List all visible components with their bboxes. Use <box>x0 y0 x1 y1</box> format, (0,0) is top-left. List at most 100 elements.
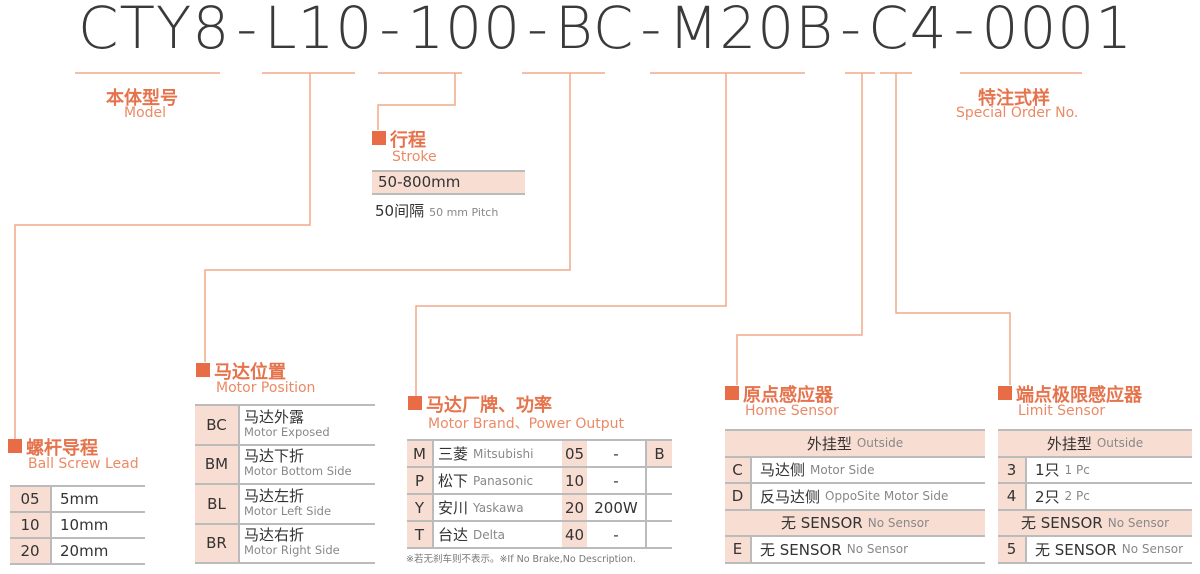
special-subtitle: Special Order No. <box>956 105 1079 121</box>
home-option: 无 SENSOR No Sensor <box>750 537 908 562</box>
special-title: 特注式样 <box>978 88 1050 109</box>
brand-square-icon <box>408 396 422 410</box>
home-code: D <box>725 484 750 509</box>
home-code: E <box>725 537 750 562</box>
position-subtitle: Motor Position <box>216 380 316 396</box>
code-separator: - <box>640 0 663 62</box>
limit-code: 3 <box>998 457 1025 482</box>
lead-subtitle: Ball Screw Lead <box>28 456 139 472</box>
model-code: CTY8- L10-100- BC - M20B - C4-0001 <box>78 0 1133 62</box>
brand-en: Delta <box>473 527 506 542</box>
stroke-square-icon <box>372 131 386 145</box>
power-code: 20 <box>562 495 587 520</box>
stroke-subtitle: Stroke <box>392 149 437 165</box>
brand-en: Yaskawa <box>473 500 524 515</box>
home-cn: 马达侧 <box>760 461 806 480</box>
home-cn: 无 SENSOR <box>760 540 842 559</box>
code-part: CTY8 <box>78 0 231 62</box>
brand-title: 马达厂牌、功率 <box>426 395 552 416</box>
table-row: M 三菱 Mitsubishi 05 - B <box>407 441 672 468</box>
code-part: 0001 <box>981 0 1134 62</box>
table-row: BC 马达外露 Motor Exposed <box>195 406 375 446</box>
position-en: Motor Bottom Side <box>244 464 352 479</box>
limit-cn: 无 SENSOR <box>1035 540 1117 559</box>
limit-group: 外挂型 Outside <box>998 431 1192 456</box>
power-value: - <box>613 525 619 544</box>
position-en: Motor Left Side <box>244 503 332 518</box>
position-code: BM <box>195 445 238 483</box>
position-cn: 马达右折 <box>244 526 305 545</box>
code-separator: - <box>840 0 863 62</box>
home-cn: 反马达侧 <box>760 487 821 506</box>
brand-cn: 松下 <box>438 472 469 490</box>
table-row: 4 2只 2 Pc <box>998 484 1192 511</box>
home-option: 反马达侧 OppoSite Motor Side <box>750 484 948 509</box>
brand-name: 松下 Panasonic <box>432 468 562 493</box>
position-cn: 马达左折 <box>244 486 305 505</box>
home-code: C <box>725 457 750 482</box>
stroke-range: 50-800mm <box>372 170 525 195</box>
limit-en: 2 Pc <box>1064 489 1090 504</box>
power-value: 200W <box>594 498 638 517</box>
position-cn: 马达下折 <box>244 447 305 466</box>
home-group: 外挂型 Outside <box>725 431 985 456</box>
code-part: L10 <box>264 0 374 62</box>
home-en: No Sensor <box>846 542 909 557</box>
table-row: 5 无 SENSOR No Sensor <box>998 537 1192 564</box>
lead-value: 5mm <box>50 487 99 511</box>
table-row: T 台达 Delta 40 - <box>407 522 672 549</box>
limit-title: 端点极限感应器 <box>1016 385 1142 406</box>
limit-square-icon <box>998 386 1012 400</box>
code-part: 100 <box>407 0 521 62</box>
table-row: 20 20mm <box>10 539 145 565</box>
home-en: No Sensor <box>867 515 929 530</box>
position-desc: 马达外露 Motor Exposed <box>238 406 330 444</box>
connector-lead <box>14 73 311 440</box>
code-separator: - <box>953 0 976 62</box>
brake-code <box>645 522 672 547</box>
brand-name: 台达 Delta <box>432 522 562 547</box>
home-cn: 无 SENSOR <box>780 514 863 533</box>
lead-value: 20mm <box>50 539 108 563</box>
home-en: Outside <box>856 436 904 451</box>
limit-en: 1 Pc <box>1064 462 1090 477</box>
limit-table: 外挂型 Outside 3 1只 1 Pc 4 2只 2 Pc 无 SENSOR No Senso… <box>998 429 1192 564</box>
position-desc: 马达右折 Motor Right Side <box>238 524 340 562</box>
power-value: - <box>613 471 619 490</box>
connector-brand <box>415 73 727 397</box>
table-row: E 无 SENSOR No Sensor <box>725 537 985 564</box>
table-row: 外挂型 Outside <box>725 431 985 458</box>
brand-subtitle: Motor Brand、Power Output <box>428 416 625 432</box>
home-square-icon <box>725 386 739 400</box>
brand-cn: 台达 <box>438 526 469 544</box>
lead-table: 05 5mm 10 10mm 20 20mm <box>10 485 145 565</box>
brand-en: Mitsubishi <box>473 446 534 461</box>
table-row: C 马达侧 Motor Side <box>725 457 985 484</box>
brand-cn: 三菱 <box>438 445 469 463</box>
limit-cn: 无 SENSOR <box>1020 514 1103 533</box>
limit-cn: 1只 <box>1035 461 1060 480</box>
position-code: BL <box>195 485 238 523</box>
lead-code: 10 <box>10 513 50 537</box>
power-value: - <box>613 444 619 463</box>
position-desc: 马达下折 Motor Bottom Side <box>238 445 352 483</box>
brand-name: 三菱 Mitsubishi <box>432 441 562 466</box>
table-row: BR 马达右折 Motor Right Side <box>195 524 375 564</box>
brake-note: ※若无刹车则不表示。※If No Brake,No Description. <box>406 554 636 565</box>
home-group: 无 SENSOR No Sensor <box>725 511 985 536</box>
limit-code: 4 <box>998 484 1025 509</box>
model-title: 本体型号 <box>106 88 178 109</box>
position-title: 马达位置 <box>214 362 286 383</box>
table-row: 10 10mm <box>10 513 145 539</box>
power-code: 10 <box>562 468 587 493</box>
limit-cn: 2只 <box>1035 487 1060 506</box>
limit-en: No Sensor <box>1107 515 1169 530</box>
table-row: D 反马达侧 OppoSite Motor Side <box>725 484 985 511</box>
connector-stroke <box>377 73 456 130</box>
limit-en: No Sensor <box>1121 542 1184 557</box>
lead-code: 05 <box>10 487 50 511</box>
brand-table: M 三菱 Mitsubishi 05 - B P 松下 Panasonic 10 - Y 安川 Yaska… <box>407 439 672 549</box>
limit-code: 5 <box>998 537 1025 562</box>
